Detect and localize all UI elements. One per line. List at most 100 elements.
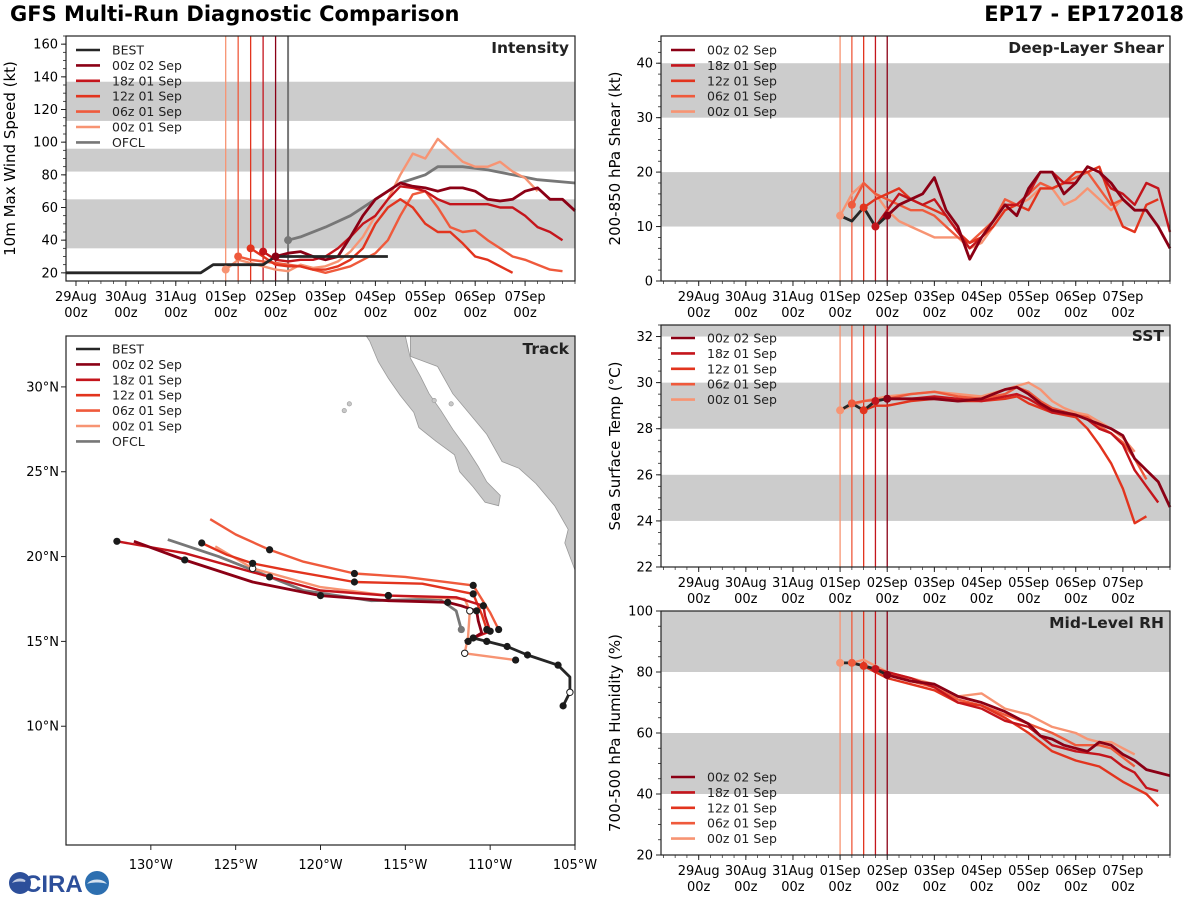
legend-label-18z-01-sep: 18z 01 Sep — [707, 785, 777, 800]
sst-band-1 — [661, 382, 1170, 429]
track-ytick-label: 30°N — [26, 380, 59, 395]
intensity-xtick-hour: 00z — [364, 306, 388, 321]
intensity-xtick-day: 07Sep — [505, 290, 546, 305]
rh-xtick-hour: 00z — [923, 880, 947, 895]
sst-ytick-label: 24 — [636, 514, 653, 529]
sst-xtick-hour: 00z — [687, 592, 711, 607]
intensity-xtick-day: 04Sep — [355, 290, 396, 305]
sst-xtick-day: 05Sep — [1008, 576, 1049, 591]
sst-band-0 — [661, 474, 1170, 521]
track-ytick-label: 15°N — [26, 635, 59, 650]
legend-label-18z-01-sep: 18z 01 Sep — [112, 372, 182, 387]
rh-ytick-label: 60 — [636, 727, 653, 742]
intensity-xtick-hour: 00z — [464, 306, 488, 321]
shear-ylabel: 200-850 hPa Shear (kt) — [606, 72, 624, 246]
intensity-ytick-label: 40 — [41, 234, 58, 249]
sst-series-00z-02-sep — [887, 385, 1172, 508]
track-point-best — [503, 642, 511, 651]
intensity-series-18z-01-sep — [262, 185, 564, 263]
sst-xtick-day: 07Sep — [1102, 576, 1143, 591]
shear-xtick-day: 30Aug — [725, 290, 767, 305]
sst-ytick-label: 30 — [636, 376, 653, 391]
shear-ytick-label: 40 — [636, 57, 653, 72]
intensity-series-best — [66, 255, 388, 275]
shear-xtick-day: 05Sep — [1008, 290, 1049, 305]
track-point-00z-02-sep — [472, 607, 481, 615]
shear-xtick-hour: 00z — [1111, 306, 1135, 321]
track-xtick-label: 130°W — [129, 858, 173, 873]
shear-xtick-hour: 00z — [1017, 306, 1041, 321]
sst-xtick-day: 04Sep — [961, 576, 1002, 591]
intensity-ylabel: 10m Max Wind Speed (kt) — [1, 61, 19, 256]
shear-xtick-day: 06Sep — [1055, 290, 1096, 305]
track-point-12z-01-sep — [469, 590, 477, 598]
legend-label-06z-01-sep: 06z 01 Sep — [112, 104, 182, 119]
intensity-xtick-day: 02Sep — [255, 290, 296, 305]
rh-band-1 — [661, 611, 1170, 672]
shear-xtick-day: 07Sep — [1102, 290, 1143, 305]
legend-label-00z-01-sep: 00z 01 Sep — [112, 419, 182, 434]
legend-label-06z-01-sep: 06z 01 Sep — [707, 89, 777, 104]
legend-label-12z-01-sep: 12z 01 Sep — [707, 73, 777, 88]
sst-series-18z-01-sep — [875, 392, 1160, 504]
track-point-06z-01-sep — [469, 581, 477, 590]
legend-label-18z-01-sep: 18z 01 Sep — [112, 73, 182, 88]
intensity-xtick-hour: 00z — [314, 306, 338, 321]
rh-xtick-day: 07Sep — [1102, 864, 1143, 879]
intensity-title: Intensity — [491, 39, 569, 57]
cira-logo-text: CIRA — [24, 871, 83, 898]
track-point-best — [559, 702, 567, 710]
rh-start-marker-00z-02-sep — [883, 671, 892, 680]
rh-xtick-day: 04Sep — [961, 864, 1002, 879]
legend-label-06z-01-sep: 06z 01 Sep — [707, 816, 777, 831]
legend-label-00z-02-sep: 00z 02 Sep — [707, 770, 777, 785]
rh-xtick-hour: 00z — [828, 880, 852, 895]
sst-ytick-label: 32 — [636, 330, 653, 345]
track-point-open-00z-01-sep — [461, 649, 469, 657]
intensity-xtick-day: 06Sep — [455, 290, 496, 305]
intensity-start-marker-18z-01-sep — [259, 247, 268, 256]
legend-label-12z-01-sep: 12z 01 Sep — [707, 361, 777, 376]
track-point-open-00z-01-sep — [466, 607, 474, 615]
rh-xtick-hour: 00z — [1111, 880, 1135, 895]
track-point-best — [469, 634, 477, 642]
sst-xtick-day: 30Aug — [725, 576, 767, 591]
track-point-12z-01-sep — [350, 578, 359, 586]
sst-ytick-label: 28 — [636, 422, 653, 437]
rh-xtick-day: 02Sep — [867, 864, 908, 879]
shear-xtick-day: 29Aug — [678, 290, 720, 305]
intensity-ytick-label: 60 — [41, 201, 58, 216]
track-point-00z-02-sep — [444, 598, 452, 606]
track-point-06z-01-sep — [350, 569, 359, 578]
legend-label-00z-02-sep: 00z 02 Sep — [112, 357, 182, 372]
rh-ytick-label: 100 — [628, 605, 653, 620]
sst-xtick-hour: 00z — [1017, 592, 1041, 607]
intensity-xtick-hour: 00z — [513, 306, 537, 321]
sst-xtick-hour: 00z — [828, 592, 852, 607]
intensity-xtick-hour: 00z — [264, 306, 288, 321]
rh-start-marker-06z-01-sep — [847, 658, 856, 667]
track-ytick-label: 20°N — [26, 550, 59, 565]
legend-label-00z-01-sep: 00z 01 Sep — [112, 120, 182, 135]
shear-start-marker-00z-02-sep — [883, 211, 892, 220]
sst-ytick-label: 26 — [636, 468, 653, 483]
legend-label-12z-01-sep: 12z 01 Sep — [707, 800, 777, 815]
shear-xtick-hour: 00z — [970, 306, 994, 321]
intensity-xtick-day: 03Sep — [305, 290, 346, 305]
cira-logo: CIRA — [9, 871, 109, 898]
track-point-18z-01-sep — [486, 627, 494, 635]
sst-ylabel: Sea Surface Temp (°C) — [606, 361, 624, 530]
shear-xtick-hour: 00z — [1064, 306, 1088, 321]
track-point-18z-01-sep — [479, 602, 487, 610]
shear-xtick-day: 03Sep — [914, 290, 955, 305]
sst-xtick-hour: 00z — [876, 592, 900, 607]
track-point-06z-01-sep — [266, 546, 274, 554]
intensity-xtick-hour: 00z — [164, 306, 188, 321]
sst-xtick-hour: 00z — [970, 592, 994, 607]
intensity-ytick-label: 20 — [41, 266, 58, 281]
legend-label-ofcl: OFCL — [112, 135, 145, 150]
sst-xtick-day: 06Sep — [1055, 576, 1096, 591]
